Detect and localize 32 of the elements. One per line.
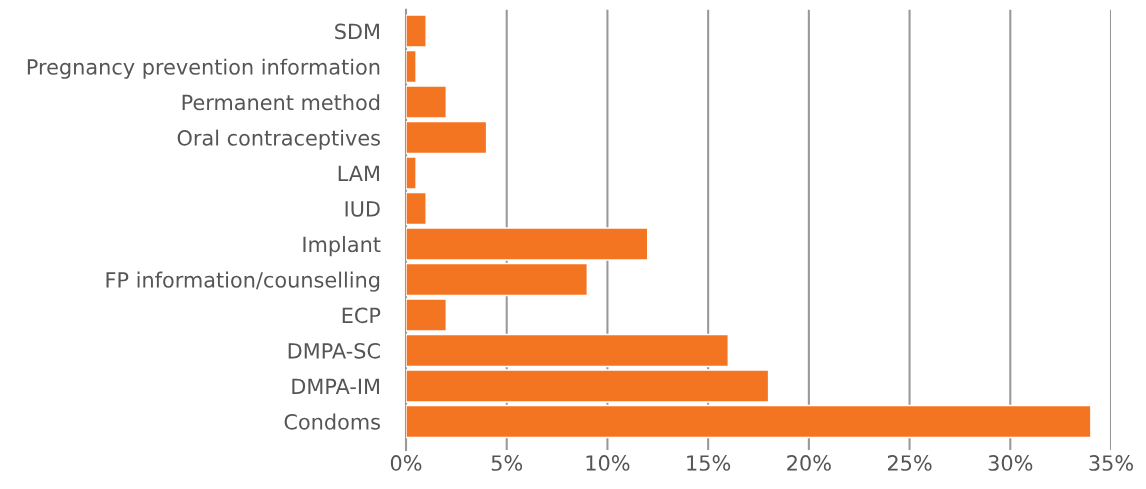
x-tick-label: 0%	[390, 455, 422, 471]
y-tick-label: Pregnancy prevention information	[27, 58, 380, 79]
bar	[406, 85, 447, 119]
x-tick-label: 10%	[586, 455, 630, 471]
y-tick-label: LAM	[338, 165, 379, 181]
bar	[406, 404, 1092, 439]
y-tick-label: Implant	[303, 236, 381, 257]
x-tick-label: 5%	[491, 455, 523, 471]
y-tick-label: IUD	[345, 201, 380, 217]
bar	[406, 227, 649, 261]
y-tick-label: Permanent method	[182, 94, 380, 111]
bar	[406, 262, 588, 297]
x-tick-label: 15%	[687, 455, 731, 471]
bar	[406, 333, 729, 368]
bar	[406, 191, 427, 226]
x-tick-label: 25%	[887, 455, 932, 471]
x-tick-label: 35%	[1089, 455, 1133, 471]
y-tick-label: Condoms	[284, 413, 380, 430]
bar	[406, 369, 770, 403]
y-tick-label: DMPA-IM	[292, 378, 379, 394]
y-tick-label: DMPA-SC	[288, 342, 380, 359]
bar	[406, 14, 427, 48]
x-tick-label: 20%	[787, 455, 831, 471]
y-tick-label: SDM	[335, 23, 379, 40]
x-tick-label: 30%	[988, 455, 1033, 471]
y-tick-label: ECP	[342, 307, 381, 324]
bar	[406, 120, 488, 155]
bar	[406, 49, 417, 84]
y-tick-label: FP information/counselling	[106, 271, 380, 292]
bar	[406, 298, 447, 332]
bar	[406, 156, 417, 190]
y-tick-label: Oral contraceptives	[177, 129, 380, 150]
